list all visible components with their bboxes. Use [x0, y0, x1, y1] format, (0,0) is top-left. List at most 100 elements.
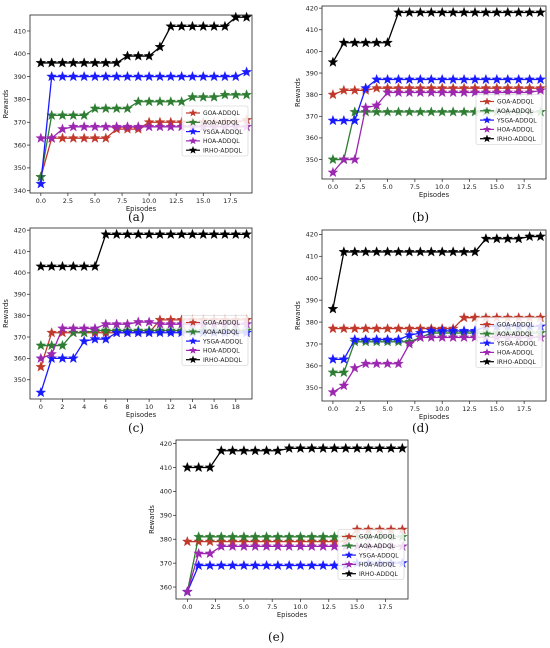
x-tick-label: 12.5: [322, 603, 336, 611]
data-point-irho-addql: [349, 246, 361, 257]
data-point-aoa-addql: [208, 91, 220, 102]
x-tick-label: 10.0: [142, 197, 156, 205]
legend-entry: IRHO-ADDQL: [497, 136, 536, 143]
legend-swatch-star: [189, 136, 197, 145]
data-point-hoa-addql: [100, 121, 112, 132]
y-tick-label: 370: [160, 559, 172, 567]
data-point-ysga-addql: [414, 73, 426, 85]
legend-swatch-star: [189, 146, 197, 154]
data-point-goa-addql: [35, 361, 47, 372]
data-point-irho-addql: [272, 445, 284, 456]
x-tick-label: 10.0: [435, 405, 449, 413]
data-point-ysga-addql: [57, 70, 68, 82]
data-point-hoa-addql: [360, 102, 372, 113]
caption-a: (a): [128, 210, 145, 224]
x-axis-label: Episodes: [419, 191, 450, 199]
data-point-hoa-addql: [414, 86, 426, 98]
data-point-hoa-addql: [35, 352, 47, 363]
y-tick-label: 390: [14, 291, 26, 299]
data-point-irho-addql: [122, 228, 133, 239]
y-tick-label: 370: [14, 119, 26, 127]
data-point-ysga-addql: [306, 559, 318, 571]
legend-entry: IRHO-ADDQL: [203, 357, 242, 364]
data-point-hoa-addql: [436, 86, 448, 98]
legend-entry: AOA-ADDQL: [359, 543, 396, 550]
data-point-goa-addql: [371, 323, 382, 334]
data-point-hoa-addql: [132, 121, 144, 132]
legend-box: [337, 529, 405, 580]
data-point-ysga-addql: [393, 73, 404, 85]
data-point-hoa-addql: [425, 86, 437, 98]
data-point-ysga-addql: [404, 329, 415, 340]
data-point-irho-addql: [35, 260, 47, 272]
y-tick-label: 410: [14, 27, 26, 35]
y-tick-label: 370: [14, 333, 26, 341]
data-point-hoa-addql: [371, 99, 382, 111]
data-point-irho-addql: [513, 233, 525, 244]
data-point-ysga-addql: [165, 327, 177, 338]
legend-entry: IRHO-ADDQL: [497, 359, 536, 366]
data-point-hoa-addql: [317, 540, 329, 551]
x-axis-label: Episodes: [126, 205, 157, 213]
chart-panel-d: 0.0 2.5 5.0 7.5 10.0 12.5 15.0 17.5 350 360 370 380…: [294, 229, 547, 421]
x-tick-label: 17.5: [378, 603, 392, 611]
plot-frame: [29, 227, 253, 400]
data-point-irho-addql: [219, 228, 231, 239]
caption-c: (c): [128, 421, 145, 435]
data-point-hoa-addql: [57, 123, 68, 134]
data-point-irho-addql: [46, 57, 58, 68]
data-point-hoa-addql: [78, 322, 90, 334]
data-point-ysga-addql: [46, 70, 58, 82]
data-point-hoa-addql: [349, 153, 361, 165]
x-tick-label: 17.5: [517, 183, 531, 191]
data-point-ysga-addql: [122, 327, 133, 338]
data-point-irho-addql: [67, 57, 79, 68]
data-point-ysga-addql: [535, 73, 546, 85]
data-point-aoa-addql: [219, 89, 231, 100]
x-tick-label: 15.0: [196, 197, 210, 205]
y-tick-label: 360: [306, 362, 318, 370]
x-tick-label: 15.0: [490, 183, 504, 191]
legend-entry: HOA-ADDQL: [203, 138, 240, 145]
data-point-hoa-addql: [327, 386, 339, 397]
legend-box: [181, 105, 249, 157]
data-point-irho-addql: [363, 442, 374, 453]
y-tick-label: 360: [14, 141, 26, 149]
x-tick-label: 10.0: [293, 603, 307, 611]
data-point-hoa-addql: [165, 121, 177, 132]
data-point-irho-addql: [187, 20, 198, 31]
data-point-goa-addql: [89, 132, 101, 143]
data-point-irho-addql: [317, 442, 329, 453]
data-point-goa-addql: [360, 323, 372, 334]
data-point-goa-addql: [100, 132, 112, 143]
data-point-ysga-addql: [295, 559, 306, 571]
data-point-ysga-addql: [480, 73, 492, 85]
data-point-ysga-addql: [436, 73, 448, 85]
y-axis-label: Rewards: [148, 505, 156, 534]
caption-b: (b): [412, 210, 430, 224]
data-point-aoa-addql: [241, 89, 252, 100]
legend-entry: AOA-ADDQL: [497, 331, 534, 338]
data-point-irho-addql: [165, 20, 177, 31]
y-axis-label: Rewards: [294, 301, 302, 330]
chart-panel-e: 0.0 2.5 5.0 7.5 10.0 12.5 15.0 17.5 360 370 380 390…: [148, 439, 409, 619]
data-point-irho-addql: [306, 442, 318, 453]
data-point-hoa-addql: [238, 540, 250, 551]
chart-panel-a: 0.0 2.5 5.0 7.5 10.0 12.5 15.0 17.5 340 350 360 370…: [2, 11, 253, 213]
data-point-irho-addql: [491, 6, 503, 18]
legend-entry: YSGA-ADDQL: [496, 340, 537, 347]
data-point-irho-addql: [295, 442, 306, 453]
legend-entry: AOA-ADDQL: [497, 108, 534, 115]
legend-entry: HOA-ADDQL: [203, 348, 240, 355]
data-point-goa-addql: [338, 323, 350, 334]
x-tick-label: 12.5: [169, 197, 183, 205]
data-point-ysga-addql: [283, 559, 295, 571]
data-point-hoa-addql: [227, 540, 238, 551]
data-point-aoa-addql: [238, 531, 250, 542]
y-tick-label: 390: [306, 296, 318, 304]
data-point-irho-addql: [340, 442, 352, 453]
data-point-aoa-addql: [193, 531, 204, 542]
caption-d: (d): [412, 421, 430, 435]
x-tick-label: 7.5: [117, 197, 127, 205]
data-point-ysga-addql: [393, 333, 404, 345]
